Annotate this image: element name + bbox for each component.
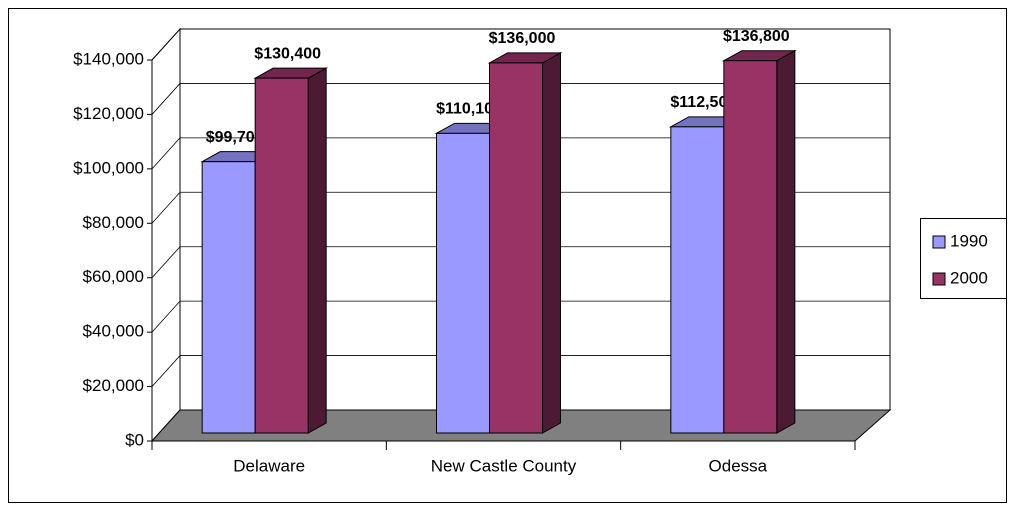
x-tick-label: Odessa xyxy=(709,456,768,475)
y-tick-label: $0 xyxy=(125,430,144,449)
y-tick-label: $80,000 xyxy=(83,213,144,232)
value-label: $136,800 xyxy=(723,28,790,45)
bar xyxy=(489,62,543,434)
legend-swatch xyxy=(932,235,946,249)
bar xyxy=(670,126,725,434)
bar xyxy=(723,60,778,434)
legend-label: 2000 xyxy=(950,268,988,287)
grid-line xyxy=(151,137,890,170)
grid-line xyxy=(151,191,890,224)
bar-side xyxy=(542,52,561,434)
bar xyxy=(201,161,256,434)
y-tick-label: $60,000 xyxy=(83,267,144,286)
grid-line xyxy=(151,355,890,387)
y-tick-label: $40,000 xyxy=(83,322,144,341)
bar-side xyxy=(776,49,796,434)
legend-label: 1990 xyxy=(950,231,988,250)
value-label: $112,500 xyxy=(670,94,736,111)
grid-line xyxy=(151,300,890,333)
bar-side xyxy=(307,67,327,434)
grid-line xyxy=(151,83,890,115)
legend-swatch xyxy=(932,272,946,286)
x-tick-label: Delaware xyxy=(233,456,305,475)
y-tick-label: $100,000 xyxy=(73,158,144,177)
value-label: $110,100 xyxy=(436,101,502,118)
grid-line xyxy=(151,246,890,278)
bar xyxy=(436,132,490,434)
bar xyxy=(254,77,309,434)
legend xyxy=(920,218,1007,299)
value-label: $99,700 xyxy=(206,129,264,146)
value-label: $130,400 xyxy=(254,45,321,62)
grid-line xyxy=(151,28,890,61)
y-tick-label: $140,000 xyxy=(73,49,144,68)
side-wall xyxy=(151,27,181,443)
x-tick-label: New Castle County xyxy=(431,456,577,475)
y-tick-label: $120,000 xyxy=(73,104,144,123)
y-tick-label: $20,000 xyxy=(83,376,144,395)
value-label: $136,000 xyxy=(489,30,556,47)
